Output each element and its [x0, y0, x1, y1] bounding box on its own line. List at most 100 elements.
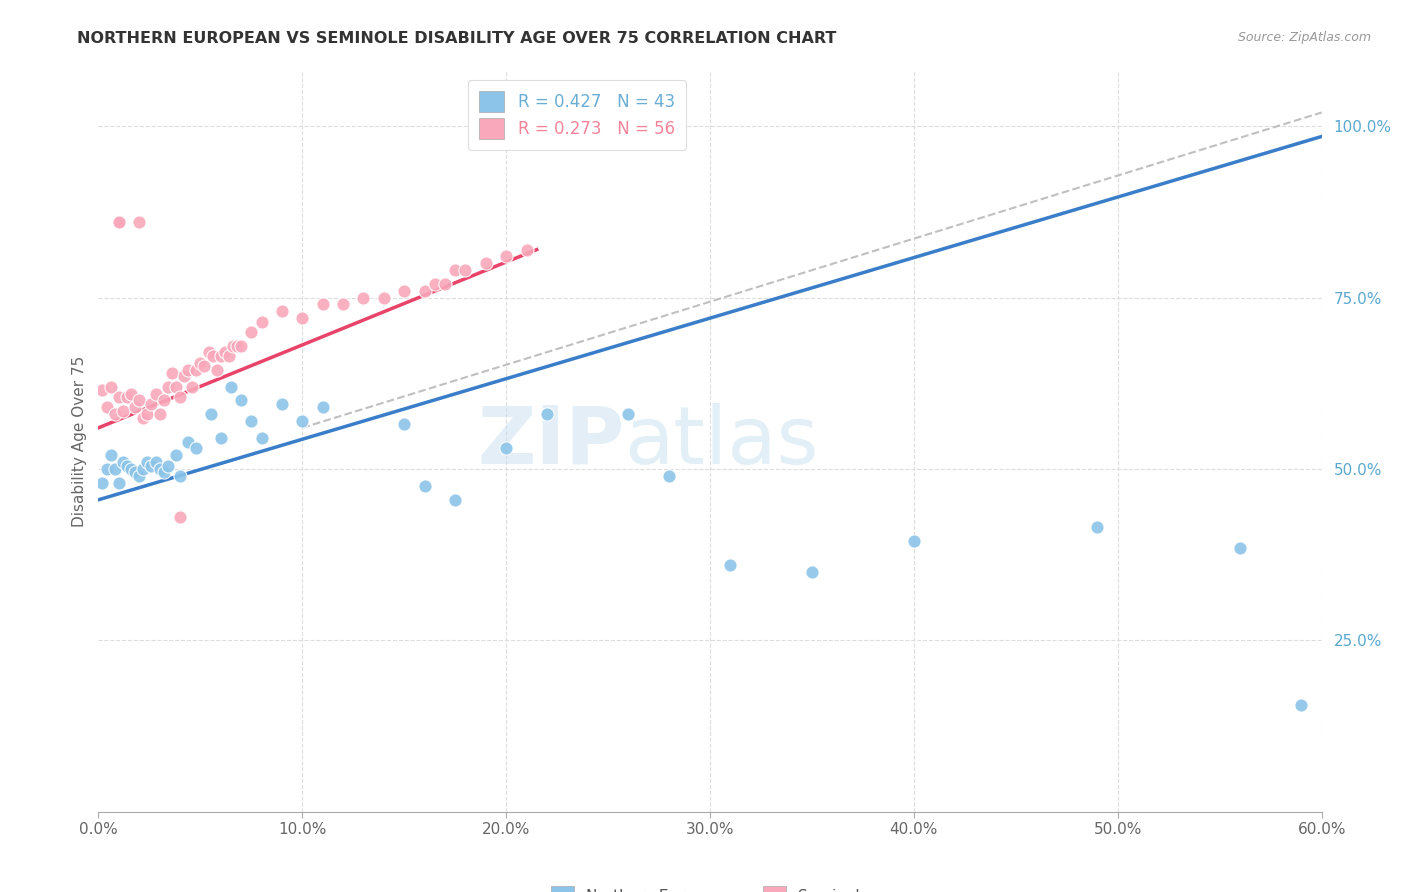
Point [373, 291, 395, 305]
Point [149, 462, 172, 476]
Point [444, 492, 467, 507]
Point [169, 468, 191, 483]
Point [434, 277, 457, 291]
Point [156, 458, 179, 473]
Point [108, 390, 131, 404]
Point [495, 442, 517, 456]
Point [169, 510, 191, 524]
Point [115, 458, 138, 473]
Point [352, 291, 374, 305]
Point [188, 356, 212, 370]
Text: NORTHERN EUROPEAN VS SEMINOLE DISABILITY AGE OVER 75 CORRELATION CHART: NORTHERN EUROPEAN VS SEMINOLE DISABILITY… [77, 31, 837, 46]
Point [218, 349, 240, 363]
Point [658, 468, 681, 483]
Point [250, 315, 273, 329]
Point [617, 407, 640, 421]
Point [201, 349, 224, 363]
Point [214, 345, 236, 359]
Point [115, 390, 138, 404]
Point [270, 397, 294, 411]
Point [165, 380, 187, 394]
Point [312, 401, 335, 415]
Point [124, 401, 146, 415]
Point [240, 414, 263, 428]
Point [240, 325, 263, 339]
Point [141, 458, 163, 473]
Point [1229, 541, 1251, 555]
Point [156, 380, 179, 394]
Point [1085, 520, 1108, 534]
Point [801, 565, 824, 579]
Point [413, 284, 436, 298]
Point [413, 479, 436, 493]
Legend: Northern Europeans, Seminole: Northern Europeans, Seminole [543, 879, 877, 892]
Point [108, 215, 131, 229]
Point [495, 250, 517, 264]
Point [205, 362, 228, 376]
Point [141, 397, 163, 411]
Point [165, 448, 187, 462]
Point [100, 380, 122, 394]
Point [91, 475, 114, 490]
Point [152, 466, 174, 480]
Point [177, 362, 200, 376]
Point [332, 297, 354, 311]
Point [226, 338, 249, 352]
Point [111, 455, 134, 469]
Point [193, 359, 215, 373]
Point [104, 462, 127, 476]
Point [200, 407, 222, 421]
Point [209, 431, 232, 445]
Point [291, 311, 314, 326]
Point [222, 338, 245, 352]
Point [231, 338, 253, 352]
Point [1291, 698, 1313, 713]
Point [152, 393, 174, 408]
Point [186, 442, 208, 456]
Y-axis label: Disability Age Over 75: Disability Age Over 75 [72, 356, 87, 527]
Point [219, 380, 242, 394]
Point [903, 533, 925, 548]
Point [145, 455, 167, 469]
Point [270, 304, 294, 318]
Point [516, 243, 538, 257]
Point [474, 256, 498, 270]
Point [104, 407, 127, 421]
Point [392, 417, 416, 432]
Point [108, 475, 131, 490]
Point [136, 455, 159, 469]
Point [291, 414, 314, 428]
Text: ZIP: ZIP [477, 402, 624, 481]
Point [120, 386, 142, 401]
Point [96, 462, 118, 476]
Point [128, 393, 150, 408]
Point [181, 380, 204, 394]
Point [250, 431, 273, 445]
Point [173, 369, 195, 384]
Point [392, 284, 416, 298]
Point [149, 407, 172, 421]
Point [718, 558, 742, 572]
Point [108, 215, 131, 229]
Text: atlas: atlas [624, 402, 818, 481]
Point [197, 345, 219, 359]
Point [423, 277, 446, 291]
Point [231, 393, 253, 408]
Text: Source: ZipAtlas.com: Source: ZipAtlas.com [1237, 31, 1371, 45]
Point [136, 407, 159, 421]
Point [186, 362, 208, 376]
Point [169, 390, 191, 404]
Point [312, 297, 335, 311]
Point [145, 386, 167, 401]
Point [132, 410, 155, 425]
Point [96, 401, 118, 415]
Point [132, 462, 155, 476]
Point [124, 466, 146, 480]
Point [111, 403, 134, 417]
Point [444, 263, 467, 277]
Point [536, 407, 558, 421]
Point [128, 468, 150, 483]
Point [120, 462, 142, 476]
Point [128, 215, 150, 229]
Point [91, 383, 114, 397]
